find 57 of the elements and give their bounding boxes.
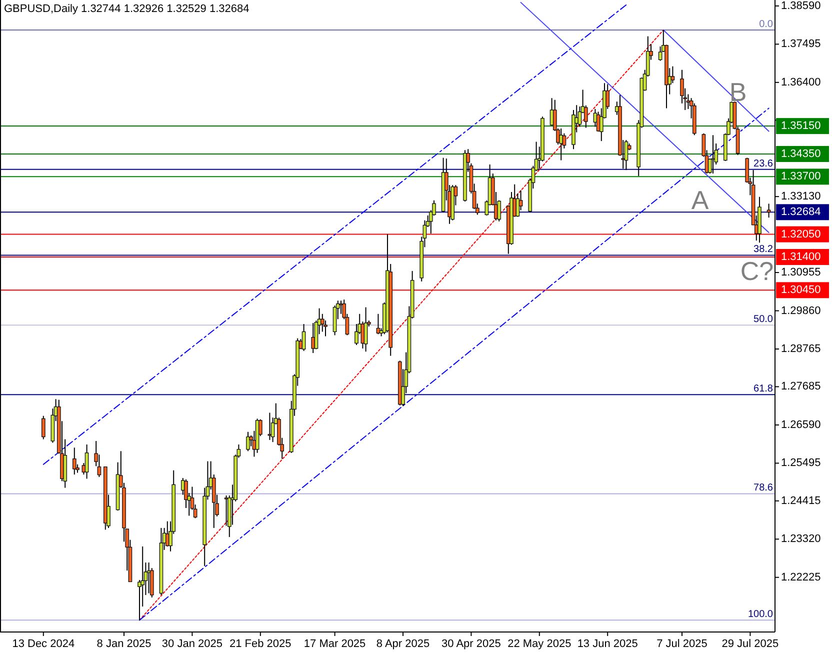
candlestick — [559, 128, 563, 161]
x-tick-label: 13 Dec 2024 — [12, 638, 75, 650]
candlestick — [72, 447, 76, 476]
y-tick-label: 1.33130 — [781, 190, 821, 203]
x-tick-label: 8 Jan 2025 — [96, 638, 152, 650]
y-tick-label: 1.37495 — [781, 38, 821, 50]
annotation: 78.6 — [754, 482, 774, 494]
candlestick — [766, 203, 771, 218]
x-tick-label: 30 Apr 2025 — [442, 638, 501, 650]
candlestick — [311, 322, 315, 354]
y-tick-label: 1.36400 — [781, 76, 821, 88]
candlestick — [42, 415, 46, 440]
candlestick — [302, 324, 306, 352]
candlestick — [584, 104, 588, 128]
y-tick-label: 1.25495 — [781, 457, 821, 470]
annotation: 0.0 — [759, 19, 774, 30]
candlestick — [224, 494, 228, 526]
annotation: A — [691, 185, 710, 215]
x-tick-label: 29 Jul 2025 — [722, 638, 779, 650]
y-tick-label: 1.28765 — [781, 342, 821, 355]
ref-line-label: 1.32684 — [781, 206, 821, 218]
ref-line-label: 1.33700 — [781, 170, 821, 183]
x-tick-label: 21 Feb 2025 — [230, 638, 292, 650]
ref-line-label: 1.34350 — [781, 148, 821, 160]
chart-title: GBPUSD,Daily 1.32744 1.32926 1.32529 1.32684 — [4, 3, 250, 15]
y-tick-label: 1.38590 — [781, 0, 821, 12]
ref-line-label: 1.30450 — [781, 284, 821, 296]
y-tick-label: 1.26590 — [781, 418, 821, 431]
ref-line-label: 1.32050 — [781, 228, 821, 240]
candlestick — [711, 134, 715, 174]
x-tick-label: 8 Apr 2025 — [376, 638, 430, 650]
candlestick — [97, 454, 102, 478]
candlestick — [246, 431, 250, 452]
y-tick-label: 1.27685 — [781, 380, 821, 393]
candlestick — [670, 66, 675, 84]
y-tick-label: 1.29860 — [781, 304, 821, 317]
y-tick-label: 1.23320 — [781, 533, 821, 546]
x-tick-label: 22 May 2025 — [508, 638, 572, 650]
x-tick-label: 7 Jul 2025 — [656, 638, 708, 650]
y-tick-label: 1.24415 — [781, 494, 821, 507]
x-tick-label: 13 Jun 2025 — [577, 638, 638, 650]
annotation: C? — [740, 256, 774, 286]
x-tick-label: 17 Mar 2025 — [304, 638, 366, 650]
annotation: 61.8 — [754, 384, 774, 395]
annotation: 23.6 — [754, 158, 774, 170]
annotation: B — [729, 77, 747, 107]
annotation: 100.0 — [748, 609, 774, 620]
y-tick-label: 1.22225 — [781, 571, 821, 584]
candlestick — [84, 444, 89, 480]
annotation: 38.2 — [754, 244, 774, 256]
y-tick-label: 1.30955 — [781, 266, 821, 279]
x-tick-label: 30 Jan 2025 — [162, 638, 222, 650]
ref-line-label: 1.35150 — [781, 120, 821, 132]
ref-line-label: 1.31400 — [781, 250, 821, 263]
annotation: 50.0 — [754, 314, 774, 326]
candlestick — [364, 306, 368, 352]
candlestick — [320, 313, 324, 332]
